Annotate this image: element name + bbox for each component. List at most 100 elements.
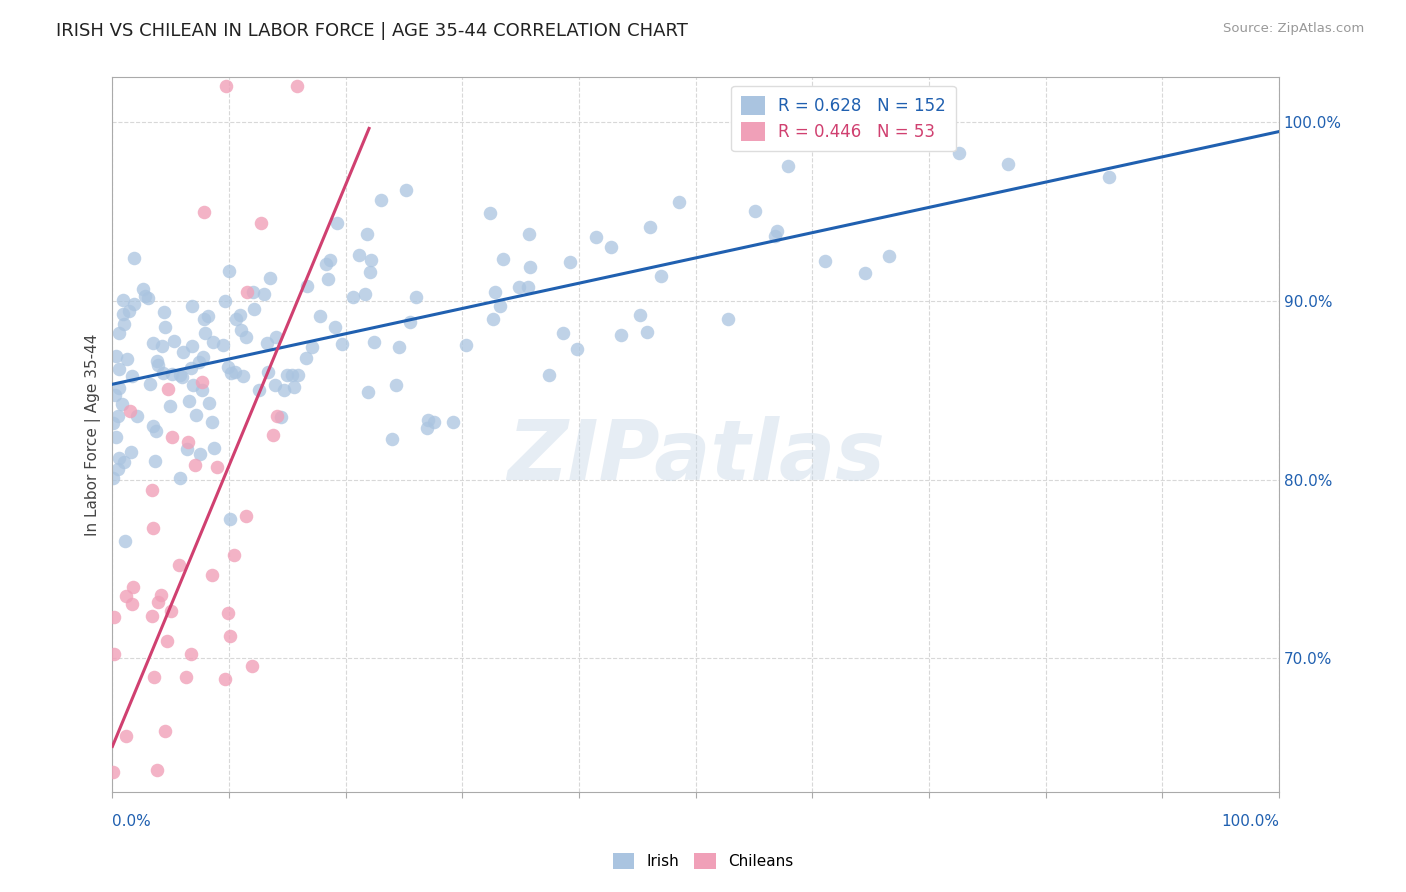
Point — [225, 311, 247, 326]
Point — [107, 326, 129, 340]
Point — [416, 412, 439, 426]
Text: Source: ZipAtlas.com: Source: ZipAtlas.com — [1223, 22, 1364, 36]
Point — [150, 338, 173, 352]
Point — [264, 377, 287, 392]
Point — [478, 206, 501, 220]
Point — [193, 204, 215, 219]
Point — [347, 247, 370, 261]
Point — [188, 355, 211, 369]
Point — [235, 509, 257, 524]
Point — [357, 385, 380, 400]
Point — [484, 285, 506, 299]
Point — [121, 368, 143, 383]
Point — [370, 194, 392, 208]
Point — [363, 334, 385, 349]
Point — [156, 634, 179, 648]
Point — [853, 266, 876, 280]
Point — [107, 361, 129, 376]
Point — [399, 315, 422, 329]
Point — [111, 396, 134, 410]
Point — [301, 340, 323, 354]
Point — [184, 408, 207, 422]
Point — [167, 558, 190, 572]
Point — [114, 729, 136, 743]
Point — [610, 327, 633, 342]
Point — [139, 377, 162, 392]
Legend: R = 0.628   N = 152, R = 0.446   N = 53: R = 0.628 N = 152, R = 0.446 N = 53 — [731, 86, 956, 151]
Point — [101, 764, 124, 779]
Point — [191, 376, 214, 390]
Point — [997, 157, 1019, 171]
Point — [180, 647, 202, 661]
Point — [763, 228, 786, 243]
Point — [118, 304, 141, 318]
Point — [104, 430, 127, 444]
Point — [181, 378, 204, 392]
Point — [183, 458, 205, 473]
Point — [219, 512, 242, 526]
Point — [456, 338, 478, 352]
Point — [142, 419, 165, 434]
Point — [159, 399, 181, 413]
Point — [776, 159, 799, 173]
Point — [295, 351, 318, 365]
Point — [488, 298, 510, 312]
Point — [551, 326, 574, 340]
Point — [668, 195, 690, 210]
Point — [264, 330, 287, 344]
Point — [948, 146, 970, 161]
Point — [585, 230, 607, 244]
Point — [232, 369, 254, 384]
Text: 0.0%: 0.0% — [112, 814, 152, 829]
Point — [205, 459, 228, 474]
Point — [650, 269, 672, 284]
Point — [193, 326, 215, 341]
Point — [517, 280, 540, 294]
Point — [146, 794, 169, 808]
Point — [145, 425, 167, 439]
Point — [146, 358, 169, 372]
Point — [201, 415, 224, 429]
Point — [405, 291, 427, 305]
Point — [395, 183, 418, 197]
Point — [129, 794, 152, 808]
Point — [136, 291, 159, 305]
Point — [184, 794, 207, 808]
Point — [122, 580, 145, 594]
Point — [814, 254, 837, 268]
Point — [537, 368, 560, 383]
Point — [222, 548, 245, 562]
Point — [235, 330, 257, 344]
Y-axis label: In Labor Force | Age 35-44: In Labor Force | Age 35-44 — [86, 334, 101, 536]
Point — [744, 203, 766, 218]
Point — [218, 629, 240, 643]
Point — [156, 382, 179, 396]
Point — [519, 227, 541, 241]
Point — [103, 647, 125, 661]
Point — [169, 471, 191, 485]
Point — [180, 361, 202, 376]
Point — [152, 366, 174, 380]
Point — [115, 590, 138, 604]
Point — [385, 378, 408, 392]
Point — [330, 337, 353, 351]
Point — [217, 606, 239, 620]
Text: 100.0%: 100.0% — [1220, 814, 1279, 829]
Point — [257, 365, 280, 379]
Point — [600, 240, 623, 254]
Point — [141, 608, 163, 623]
Point — [115, 351, 138, 366]
Point — [201, 568, 224, 582]
Point — [262, 428, 284, 442]
Point — [381, 432, 404, 446]
Point — [283, 379, 305, 393]
Point — [388, 341, 411, 355]
Point — [141, 483, 163, 498]
Point — [287, 368, 309, 382]
Point — [150, 794, 173, 808]
Point — [122, 297, 145, 311]
Point — [118, 794, 141, 808]
Point — [212, 338, 235, 352]
Point — [276, 368, 298, 382]
Point — [202, 335, 225, 350]
